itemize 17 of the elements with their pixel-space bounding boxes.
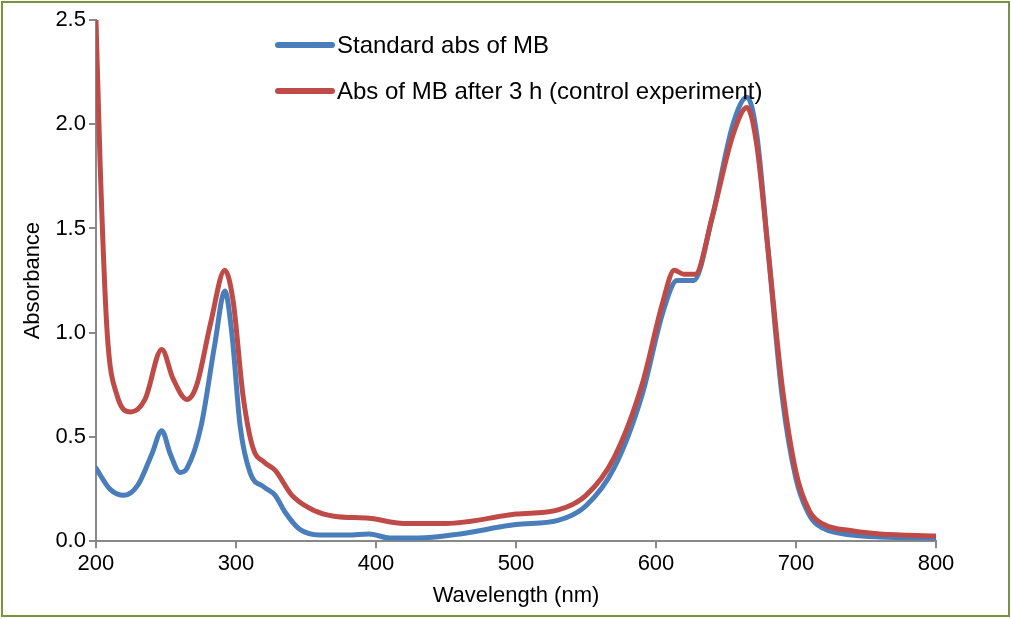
y-tick-label: 0.5: [55, 423, 86, 449]
legend-label: Standard abs of MB: [337, 31, 550, 59]
y-axis-title: Absorbance: [19, 221, 45, 340]
legend-label: Abs of MB after 3 h (control experiment): [337, 77, 763, 105]
x-tick-label: 600: [637, 550, 675, 576]
y-tick-label: 2.5: [55, 6, 86, 32]
y-tick-label: 1.5: [55, 214, 86, 240]
x-tick-label: 700: [777, 550, 815, 576]
x-tick-label: 400: [357, 550, 395, 576]
y-tick-label: 2.0: [55, 110, 86, 136]
x-axis-title: Wavelength (nm): [432, 581, 600, 607]
x-tick-label: 500: [497, 550, 535, 576]
y-tick-label: 0.0: [55, 527, 86, 553]
x-tick-label: 300: [217, 550, 255, 576]
x-tick-label: 200: [77, 550, 115, 576]
y-tick-label: 1.0: [55, 318, 86, 344]
x-tick-label: 800: [917, 550, 955, 576]
